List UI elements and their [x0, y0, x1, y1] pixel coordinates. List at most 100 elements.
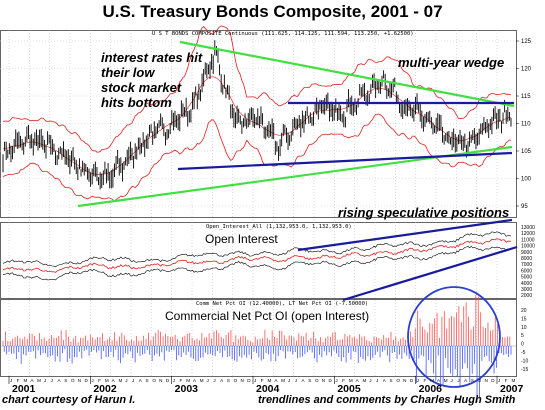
- commercial-big-label: Commercial Net Pct OI (open Interest): [165, 309, 370, 323]
- annotation-line: stock market: [101, 80, 182, 95]
- month-label: M: [24, 378, 28, 383]
- footer-credit-left: chart courtesy of Harun I.: [2, 394, 136, 406]
- commercial-tick-label: -15: [521, 367, 528, 373]
- oi-tick-label: 3000: [521, 287, 532, 293]
- year-label: 2001: [12, 383, 36, 395]
- year-label: 2003: [175, 383, 199, 395]
- price-tick-label: 125: [521, 39, 532, 45]
- month-label: O: [478, 378, 482, 383]
- month-label: J: [451, 378, 453, 383]
- month-label: N: [484, 378, 487, 383]
- month-label: N: [240, 378, 243, 383]
- chart-title: U.S. Treasury Bonds Composite, 2001 - 07: [102, 2, 443, 21]
- commercial-tick-label: -5: [521, 350, 526, 356]
- month-label: N: [78, 378, 81, 383]
- month-label: N: [403, 378, 406, 383]
- wedge-upper-line: [179, 40, 515, 108]
- month-label: F: [98, 378, 101, 383]
- commercial-panel: [0, 286, 516, 403]
- month-label: S: [146, 378, 149, 383]
- year-label: 2002: [93, 383, 117, 395]
- month-label: S: [64, 378, 67, 383]
- upper-band-line: [2, 25, 512, 153]
- month-label: J: [51, 378, 53, 383]
- month-label: A: [30, 378, 34, 383]
- month-label: A: [464, 378, 468, 383]
- month-label: F: [423, 378, 426, 383]
- price-panel-label: U S T BONDS COMPOSITE Continuous (111.62…: [152, 31, 414, 37]
- oi-tick-label: 6000: [521, 268, 532, 274]
- month-label: D: [329, 378, 333, 383]
- month-label: M: [444, 378, 448, 383]
- month-label: O: [315, 378, 319, 383]
- commercial-tick-label: 10: [521, 325, 527, 331]
- month-label: J: [457, 378, 459, 383]
- annotation-line: their low: [101, 65, 155, 80]
- commercial-panel-label: Comm Net Pct OI (12.40000), LT Net Pct O…: [196, 301, 369, 307]
- lower-band-line: [2, 113, 512, 201]
- month-label: J: [132, 378, 134, 383]
- oi-tick-label: 9000: [521, 250, 532, 256]
- oi-big-label: Open Interest: [205, 232, 278, 246]
- month-label: D: [247, 378, 251, 383]
- grid-lines: [0, 30, 517, 377]
- commercial-tick-label: -10: [521, 358, 528, 364]
- month-label: M: [37, 378, 41, 383]
- panel-border: [0, 299, 517, 377]
- price-tick-label: 105: [521, 149, 532, 155]
- price-tick-label: 115: [521, 94, 531, 100]
- month-label: J: [288, 378, 290, 383]
- month-label: J: [417, 378, 419, 383]
- month-label: S: [390, 378, 393, 383]
- y-axis: 9510010511011512012513000120001100010000…: [516, 39, 535, 373]
- month-label: J: [173, 378, 175, 383]
- month-label: N: [159, 378, 162, 383]
- support-line: [177, 151, 513, 171]
- month-label: N: [322, 378, 325, 383]
- oi-panel-label: Open_Interest_All (1,132,953.0, 1,132,95…: [206, 224, 352, 230]
- panel-border: [0, 222, 517, 299]
- highlight-circle: [407, 286, 501, 388]
- month-label: M: [430, 378, 434, 383]
- month-label: J: [254, 378, 256, 383]
- price-panel: [2, 25, 512, 201]
- month-label: J: [498, 378, 500, 383]
- oi-lower-trend-line: [342, 245, 518, 302]
- month-label: A: [274, 378, 278, 383]
- month-label: J: [369, 378, 371, 383]
- oi-tick-label: 10000: [521, 244, 535, 250]
- month-label: A: [301, 378, 305, 383]
- month-label: D: [85, 378, 89, 383]
- oi-tick-label: 4000: [521, 281, 532, 287]
- price-tick-label: 110: [521, 122, 531, 128]
- month-label: O: [396, 378, 400, 383]
- price-tick-label: 100: [521, 177, 532, 183]
- open-interest-panel: [2, 231, 512, 281]
- year-label: 2004: [256, 383, 280, 395]
- oi-tick-label: 5000: [521, 275, 532, 281]
- month-label: A: [112, 378, 116, 383]
- month-label: J: [213, 378, 215, 383]
- month-label: F: [261, 378, 264, 383]
- month-label: A: [220, 378, 224, 383]
- month-label: F: [179, 378, 182, 383]
- month-label: M: [268, 378, 272, 383]
- oi-upper-trend-line: [297, 218, 513, 252]
- commercial-tick-label: 15: [521, 316, 527, 322]
- oi-tick-label: 8000: [521, 256, 532, 262]
- month-label: A: [57, 378, 61, 383]
- month-label: J: [125, 378, 127, 383]
- oi-series-line: [2, 238, 512, 273]
- commercial-tick-label: 20: [521, 308, 527, 314]
- month-label: A: [437, 378, 441, 383]
- month-label: S: [471, 378, 474, 383]
- price-tick-label: 95: [521, 204, 528, 210]
- oi-lower-band: [2, 245, 512, 281]
- annotation-interest-rates: interest rates hit their low stock marke…: [101, 50, 202, 110]
- month-label: F: [342, 378, 345, 383]
- month-label: F: [505, 378, 508, 383]
- annotation-line: interest rates hit: [101, 50, 203, 65]
- footer-credit-right: trendlines and comments by Charles Hugh …: [258, 394, 516, 406]
- month-label: J: [207, 378, 209, 383]
